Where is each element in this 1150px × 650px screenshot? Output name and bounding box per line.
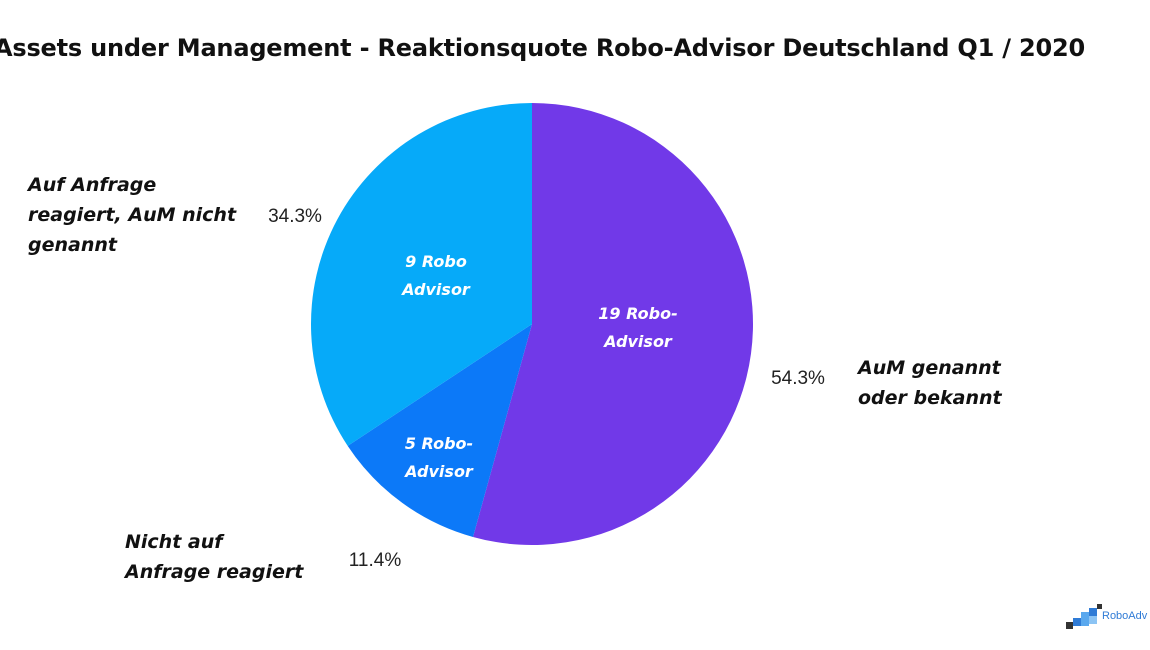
slice-percent-label: 54.3% <box>771 368 825 389</box>
chart-title: Assets under Management - Reaktionsquote… <box>0 34 1085 62</box>
pie-slice <box>311 103 532 446</box>
roboadv-logo-icon <box>1066 604 1102 629</box>
pie-slice <box>347 324 532 537</box>
pie-labels: AuM genannt oder bekannt 54.3% 19 Robo-Advi… <box>26 174 1003 583</box>
slice-count-label: 5 Robo-Advisor <box>403 434 474 481</box>
logo-text: RoboAdv <box>1102 610 1148 622</box>
slice-category-label: Nicht auf Anfrage reagiert <box>123 531 304 583</box>
slice-count-label: 9 Robo Advisor <box>400 252 471 299</box>
slice-category-label: AuM genannt oder bekannt <box>856 357 1003 409</box>
slice-count-label: 19 Robo-Advisor <box>598 304 677 351</box>
slice-category-label: Auf Anfrage reagiert, AuM nicht genannt <box>26 174 237 256</box>
slice-percent-label: 11.4% <box>349 550 402 571</box>
pie-slices <box>311 103 754 545</box>
pie-slice <box>473 103 754 545</box>
slice-percent-label: 34.3% <box>268 206 322 227</box>
